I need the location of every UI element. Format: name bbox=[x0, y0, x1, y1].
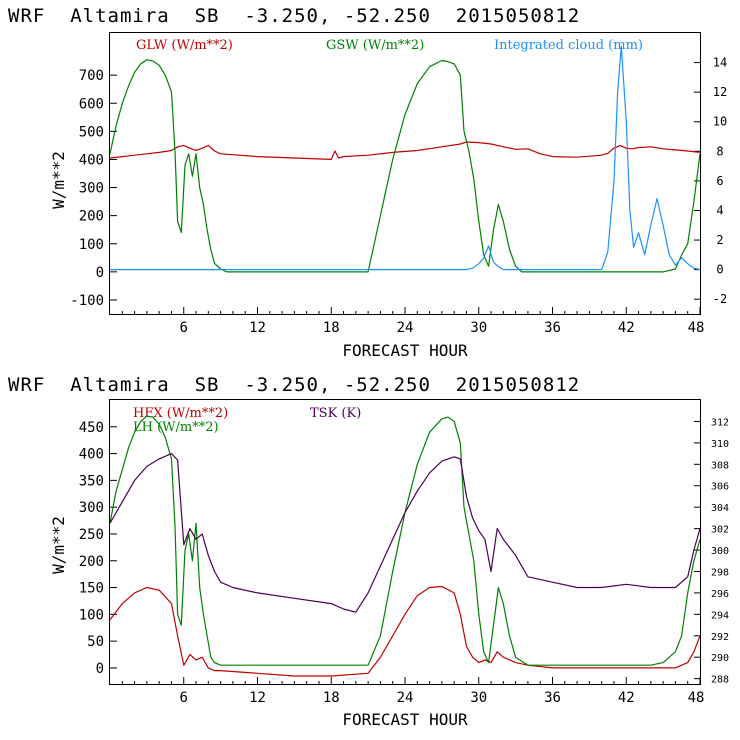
x-tick-label: 6 bbox=[180, 320, 188, 336]
series-line-tsk bbox=[109, 453, 701, 613]
chart-top-ylabel: W/m**2 bbox=[49, 151, 68, 209]
chart-top-x-ticks: 6 12 18 24 30 36 42 48 bbox=[121, 307, 705, 336]
y2-tick-label: 312 bbox=[711, 417, 729, 428]
y-tick-label: 500 bbox=[79, 124, 104, 140]
chart-top-y2-ticks: -2 0 2 4 6 8 10 12 14 bbox=[694, 56, 727, 306]
y2-tick-label: 300 bbox=[711, 546, 729, 557]
x-tick-label: 48 bbox=[688, 320, 705, 336]
y-tick-label: 150 bbox=[79, 581, 104, 597]
y2-tick-label: 292 bbox=[711, 632, 729, 643]
x-tick-label: 18 bbox=[323, 320, 340, 336]
legend-lh: LH (W/m**2) bbox=[133, 420, 219, 435]
chart-bottom-title: WRF Altamira SB -3.250, -52.250 20150508… bbox=[8, 374, 580, 396]
y-tick-label: 0 bbox=[96, 265, 104, 281]
x-tick-label: 30 bbox=[470, 690, 487, 706]
y2-tick-label: 10 bbox=[713, 115, 727, 129]
y-tick-label: 200 bbox=[79, 209, 104, 225]
y2-tick-label: 294 bbox=[711, 610, 729, 621]
legend-gsw: GSW (W/m**2) bbox=[326, 38, 424, 53]
y2-tick-label: 302 bbox=[711, 525, 729, 536]
chart-top-frame bbox=[109, 32, 701, 315]
series-line-gsw bbox=[109, 59, 701, 273]
y-tick-label: 400 bbox=[79, 447, 104, 463]
y2-tick-label: 8 bbox=[716, 144, 723, 158]
chart-top-title: WRF Altamira SB -3.250, -52.250 20150508… bbox=[8, 5, 580, 27]
chart-bottom-y-ticks: 0 50 100 150 200 250 300 350 400 450 bbox=[79, 420, 117, 677]
y2-tick-label: -2 bbox=[713, 292, 727, 306]
legend-cloud: Integrated cloud (mm) bbox=[494, 38, 643, 53]
series-line-integrated bbox=[110, 45, 701, 271]
y-tick-label: 300 bbox=[79, 500, 104, 516]
chart-bottom-series bbox=[109, 415, 701, 677]
chart-bottom-ylabel: W/m**2 bbox=[49, 516, 68, 574]
x-tick-label: 42 bbox=[618, 320, 635, 336]
x-tick-label: 36 bbox=[544, 690, 561, 706]
y-tick-label: 0 bbox=[96, 661, 104, 677]
x-tick-label: 30 bbox=[470, 320, 487, 336]
chart-top-xlabel: FORECAST HOUR bbox=[342, 341, 468, 360]
y-tick-label: 450 bbox=[79, 420, 104, 436]
y-tick-label: 400 bbox=[79, 152, 104, 168]
y2-tick-label: 4 bbox=[716, 203, 723, 217]
legend-hfx: HFX (W/m**2) bbox=[133, 406, 228, 421]
y-tick-label: 300 bbox=[79, 181, 104, 197]
y2-tick-label: 308 bbox=[711, 460, 729, 471]
y-tick-label: -100 bbox=[70, 293, 104, 309]
y2-tick-label: 14 bbox=[713, 56, 727, 70]
y2-tick-label: 304 bbox=[711, 503, 729, 514]
legend-tsk: TSK (K) bbox=[310, 406, 361, 421]
y-tick-label: 250 bbox=[79, 527, 104, 543]
chart-top: WRF Altamira SB -3.250, -52.250 20150508… bbox=[8, 5, 727, 360]
chart-bottom-y2-ticks: 288 290 292 294 296 298 300 302 304 306 308 310 312 bbox=[694, 417, 729, 686]
y2-tick-label: 288 bbox=[711, 675, 729, 686]
y2-tick-label: 6 bbox=[716, 174, 723, 188]
y-tick-label: 600 bbox=[79, 96, 104, 112]
x-tick-label: 12 bbox=[249, 320, 266, 336]
y2-tick-label: 12 bbox=[713, 85, 727, 99]
y-tick-label: 700 bbox=[79, 68, 104, 84]
legend-glw: GLW (W/m**2) bbox=[136, 38, 233, 53]
x-tick-label: 18 bbox=[323, 690, 340, 706]
y-tick-label: 350 bbox=[79, 473, 104, 489]
y2-tick-label: 298 bbox=[711, 567, 729, 578]
series-line-glw bbox=[109, 141, 701, 160]
y-tick-label: 100 bbox=[79, 607, 104, 623]
y-tick-label: 100 bbox=[79, 237, 104, 253]
y-tick-label: 200 bbox=[79, 554, 104, 570]
y2-tick-label: 296 bbox=[711, 589, 729, 600]
y2-tick-label: 290 bbox=[711, 653, 729, 664]
x-tick-label: 6 bbox=[180, 690, 188, 706]
y2-tick-label: 310 bbox=[711, 439, 729, 450]
x-tick-label: 24 bbox=[397, 320, 414, 336]
chart-bottom: WRF Altamira SB -3.250, -52.250 20150508… bbox=[8, 374, 729, 729]
chart-top-series bbox=[109, 45, 701, 273]
series-line-lh bbox=[109, 415, 701, 666]
chart-bottom-xlabel: FORECAST HOUR bbox=[342, 710, 468, 729]
x-tick-label: 48 bbox=[688, 690, 705, 706]
series-line-hfx bbox=[109, 585, 701, 677]
y-tick-label: 50 bbox=[87, 634, 104, 650]
chart-bottom-frame bbox=[109, 399, 701, 685]
y2-tick-label: 0 bbox=[716, 263, 723, 277]
y2-tick-label: 306 bbox=[711, 482, 729, 493]
x-tick-label: 42 bbox=[618, 690, 635, 706]
chart-bottom-x-ticks: 6 12 18 24 30 36 42 48 bbox=[121, 677, 705, 706]
chart-top-y-ticks: -100 0 100 200 300 400 500 600 700 bbox=[70, 68, 117, 309]
x-tick-label: 36 bbox=[544, 320, 561, 336]
x-tick-label: 24 bbox=[397, 690, 414, 706]
y2-tick-label: 2 bbox=[716, 233, 723, 247]
x-tick-label: 12 bbox=[249, 690, 266, 706]
